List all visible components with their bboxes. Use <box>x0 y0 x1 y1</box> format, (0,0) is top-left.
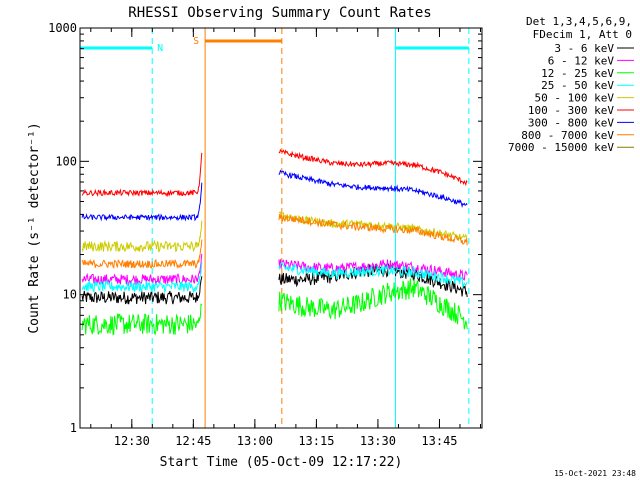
saa-label: S <box>193 36 199 47</box>
series-line-post <box>278 261 468 289</box>
x-axis-ticks: 12:30 12:45 13:00 13:15 13:30 13:45 <box>90 28 481 448</box>
x-tick-label: 13:15 <box>298 434 334 448</box>
legend-entry-label: 50 - 100 keV <box>535 92 615 105</box>
legend-entry-label: 6 - 12 keV <box>548 54 615 67</box>
series-line-pre <box>81 239 203 270</box>
series-line-pre <box>81 253 203 287</box>
footer-date: 15-Oct-2021 23:48 <box>554 469 636 478</box>
y-tick-label: 1 <box>70 421 77 435</box>
series-line-post <box>278 169 468 208</box>
series-line-pre <box>81 152 203 198</box>
plot-area: NS <box>80 28 470 428</box>
legend-entry-label: 800 - 7000 keV <box>521 129 614 142</box>
legend-entry-label: 12 - 25 keV <box>541 67 614 80</box>
y-axis-label: Count Rate (s⁻¹ detector⁻¹) <box>27 122 42 333</box>
series-line-pre <box>81 262 203 294</box>
x-tick-label: 13:00 <box>237 434 273 448</box>
series-line-pre <box>81 220 203 253</box>
y-axis-ticks: 1 10 100 1000 <box>48 21 482 435</box>
legend-entry-label: 25 - 50 keV <box>541 79 614 92</box>
night-label: N <box>157 43 163 54</box>
x-tick-label: 13:45 <box>421 434 457 448</box>
x-tick-label: 12:30 <box>114 434 150 448</box>
series-line-pre <box>81 276 203 305</box>
series-line-post <box>278 278 468 330</box>
series-line-post <box>278 213 468 246</box>
legend-header-line-1: Det 1,3,4,5,6,9, <box>526 15 632 28</box>
series-line-pre <box>81 182 203 222</box>
legend-header-line-2: FDecim 1, Att 0 <box>533 28 632 41</box>
series-line-pre <box>81 303 203 336</box>
y-tick-label: 1000 <box>48 21 77 35</box>
legend-entry-label: 3 - 6 keV <box>554 42 614 55</box>
legend-entry-label: 100 - 300 keV <box>528 104 614 117</box>
series-line-post <box>278 148 468 187</box>
legend: Det 1,3,4,5,6,9, FDecim 1, Att 0 3 - 6 k… <box>508 15 634 154</box>
chart-title: RHESSI Observing Summary Count Rates <box>128 5 431 21</box>
x-tick-label: 13:30 <box>360 434 396 448</box>
x-tick-label: 12:45 <box>175 434 211 448</box>
legend-entry-label: 7000 - 15000 keV <box>508 141 614 154</box>
y-tick-label: 10 <box>63 288 77 302</box>
series-line-post <box>278 259 468 282</box>
x-axis-label: Start Time (05-Oct-09 12:17:22) <box>160 455 403 470</box>
plot-frame <box>79 27 483 429</box>
y-tick-label: 100 <box>55 154 77 168</box>
legend-entry-label: 300 - 800 keV <box>528 116 614 129</box>
